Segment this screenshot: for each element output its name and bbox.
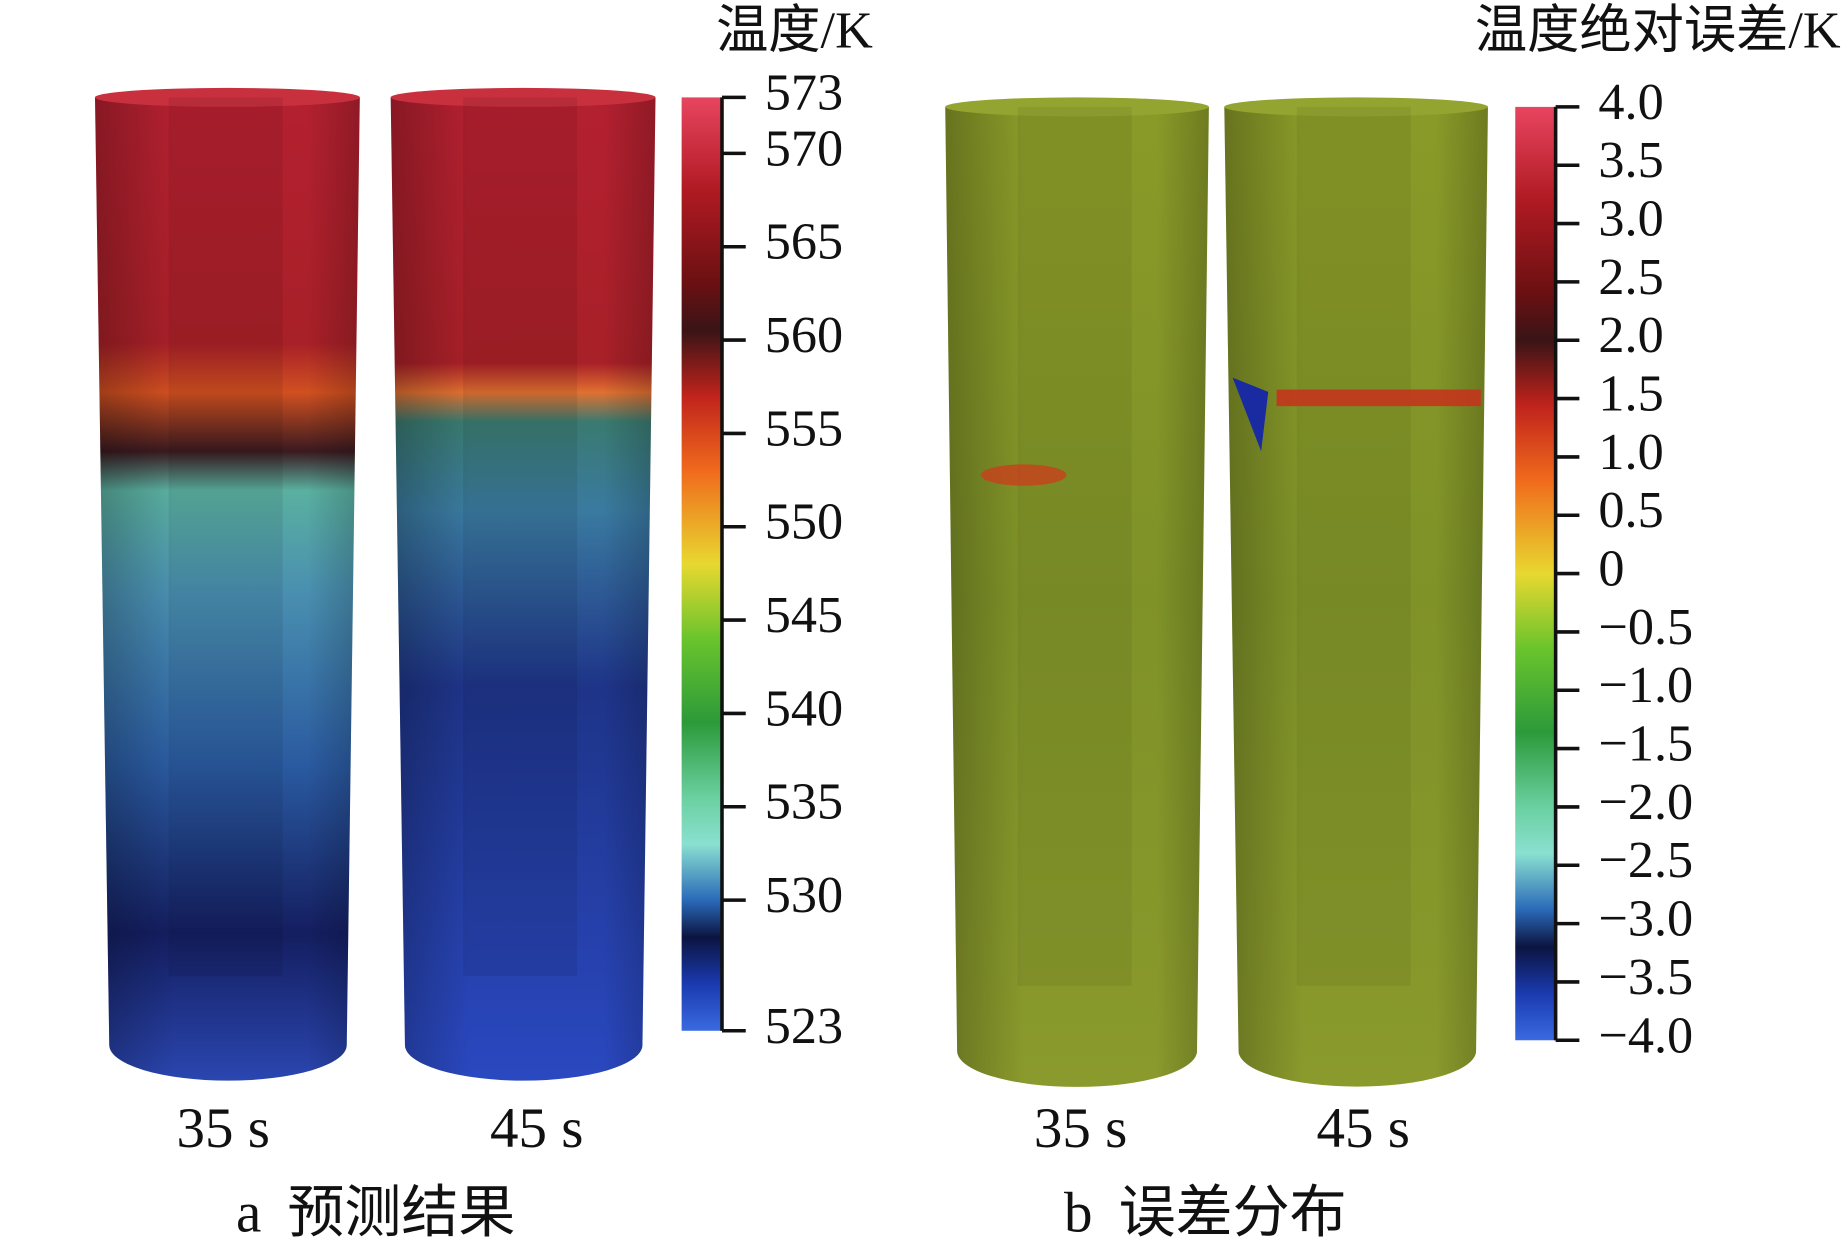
tick-label: 565 [765, 213, 843, 271]
caption-label: b [1064, 1181, 1093, 1244]
tick-label: −3.0 [1598, 890, 1693, 948]
cylinder-35s-error [945, 97, 1209, 1087]
tick-label: 0 [1598, 540, 1624, 598]
caption-text: 误差分布 [1119, 1181, 1347, 1244]
cylinder-35s-temp [95, 87, 360, 1081]
cylinder-label: 45 s [1317, 1097, 1410, 1160]
tick-label: 2.0 [1598, 306, 1663, 364]
cylinder-45s-error [1224, 97, 1488, 1087]
tick-label: 555 [765, 399, 843, 457]
tick-label: 3.0 [1598, 190, 1663, 248]
tick-label: 540 [765, 679, 843, 737]
cylinder-label: 35 s [1034, 1097, 1127, 1160]
caption-label: a [236, 1181, 261, 1244]
tick-label: 523 [765, 997, 843, 1055]
tick-label: −0.5 [1598, 598, 1693, 656]
caption-text: 预测结果 [287, 1181, 515, 1244]
tick-label: 3.5 [1598, 131, 1663, 189]
tick-label: −1.0 [1598, 656, 1693, 714]
tick-label: 1.0 [1598, 423, 1663, 481]
tick-label: 530 [765, 866, 843, 924]
cylinder-label: 35 s [177, 1097, 270, 1160]
tick-label: 550 [765, 493, 843, 551]
tick-label: 2.5 [1598, 248, 1663, 306]
cylinder-45s-temp [390, 87, 656, 1081]
tick-label: 560 [765, 306, 843, 364]
colorbar-title: 温度绝对误差/K [1475, 2, 1841, 60]
tick-label: 0.5 [1598, 481, 1663, 539]
tick-label: −1.5 [1598, 715, 1693, 773]
tick-label: −3.5 [1598, 948, 1693, 1006]
tick-label: 545 [765, 586, 843, 644]
tick-label: −2.0 [1598, 773, 1693, 831]
tick-label: −4.0 [1598, 1006, 1693, 1064]
tick-label: 573 [765, 63, 843, 121]
tick-label: 1.5 [1598, 365, 1663, 423]
colorbar-title: 温度/K [716, 2, 873, 60]
colorbar-temp [681, 97, 722, 1031]
tick-label: 535 [765, 773, 843, 831]
tick-label: 570 [765, 119, 843, 177]
tick-label: −2.5 [1598, 831, 1693, 889]
colorbar-error [1515, 106, 1556, 1041]
tick-label: 4.0 [1598, 73, 1663, 131]
cylinder-label: 45 s [490, 1097, 583, 1160]
